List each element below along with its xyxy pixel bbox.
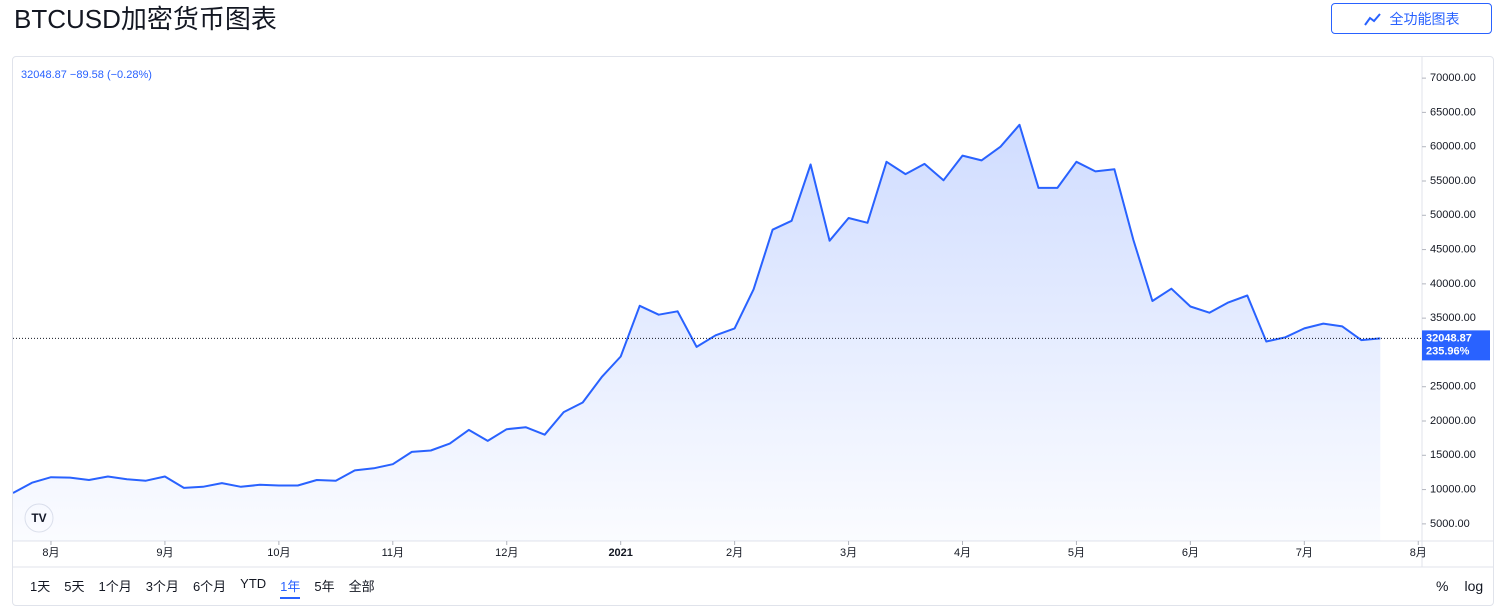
- x-tick-label: 7月: [1296, 547, 1313, 559]
- range-button[interactable]: 5年: [314, 579, 335, 594]
- y-tick-label: 15000.00: [1430, 449, 1476, 461]
- y-tick-label: 70000.00: [1430, 72, 1476, 84]
- x-tick-label: 2月: [726, 547, 743, 559]
- full-chart-button[interactable]: 全功能图表: [1331, 3, 1492, 34]
- x-tick-label: 8月: [42, 547, 59, 559]
- chart-frame: 32048.87 −89.58 (−0.28%) TV 5000.0010000…: [12, 56, 1494, 606]
- x-tick-label: 3月: [840, 547, 857, 559]
- page-title: BTCUSD加密货币图表: [14, 4, 277, 34]
- range-toolbar: 1天 5天 1个月 3个月 6个月 YTD 1年 5年 全部: [30, 576, 375, 599]
- price-tag-label: 32048.87: [1426, 332, 1472, 344]
- chart-icon: [1363, 12, 1381, 26]
- chart: 32048.87 −89.58 (−0.28%) TV 5000.0010000…: [13, 57, 1493, 568]
- x-tick-label: 4月: [954, 547, 971, 559]
- y-tick-label: 40000.00: [1430, 278, 1476, 290]
- y-tick-label: 10000.00: [1430, 483, 1476, 495]
- y-tick-label: 20000.00: [1430, 415, 1476, 427]
- x-tick-label: 9月: [156, 547, 173, 559]
- range-button[interactable]: 1天: [30, 579, 51, 594]
- y-tick-label: 60000.00: [1430, 141, 1476, 153]
- y-tick-label: 25000.00: [1430, 381, 1476, 393]
- range-button[interactable]: 全部: [348, 579, 375, 594]
- range-button[interactable]: 1年: [280, 576, 301, 599]
- price-legend: 32048.87 −89.58 (−0.28%): [21, 69, 152, 81]
- scale-button[interactable]: log: [1464, 578, 1484, 594]
- price-tag: [1422, 330, 1490, 361]
- range-button[interactable]: 5天: [64, 579, 85, 594]
- y-tick-label: 65000.00: [1430, 106, 1476, 118]
- range-button[interactable]: YTD: [240, 576, 267, 591]
- x-tick-label: 6月: [1182, 547, 1199, 559]
- price-line: [13, 123, 1381, 494]
- y-tick-label: 45000.00: [1430, 243, 1476, 255]
- x-tick-label: 10月: [267, 547, 290, 559]
- x-tick-label: 5月: [1068, 547, 1085, 559]
- scale-button[interactable]: %: [1436, 578, 1449, 594]
- button-label[interactable]: 全功能图表: [1389, 10, 1460, 27]
- y-tick-label: 55000.00: [1430, 175, 1476, 187]
- x-tick-label: 2021: [608, 547, 632, 559]
- x-tick-label: 12月: [495, 547, 518, 559]
- x-tick-label: 8月: [1410, 547, 1427, 559]
- change-tag-label: 235.96%: [1426, 345, 1470, 357]
- y-tick-label: 50000.00: [1430, 209, 1476, 221]
- range-button[interactable]: 1个月: [98, 579, 132, 594]
- x-tick-label: 11月: [382, 547, 404, 559]
- y-tick-label: 5000.00: [1430, 518, 1470, 530]
- scale-toolbar: % log: [1436, 578, 1483, 594]
- y-tick-label: 35000.00: [1430, 312, 1476, 324]
- area-fill: [13, 124, 1381, 542]
- range-button[interactable]: 6个月: [192, 579, 227, 594]
- range-button[interactable]: 3个月: [145, 579, 179, 594]
